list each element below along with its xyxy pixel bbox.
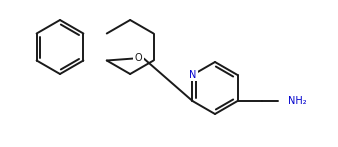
Text: N: N bbox=[189, 70, 196, 80]
Text: NH₂: NH₂ bbox=[288, 96, 306, 106]
Text: O: O bbox=[135, 54, 143, 64]
